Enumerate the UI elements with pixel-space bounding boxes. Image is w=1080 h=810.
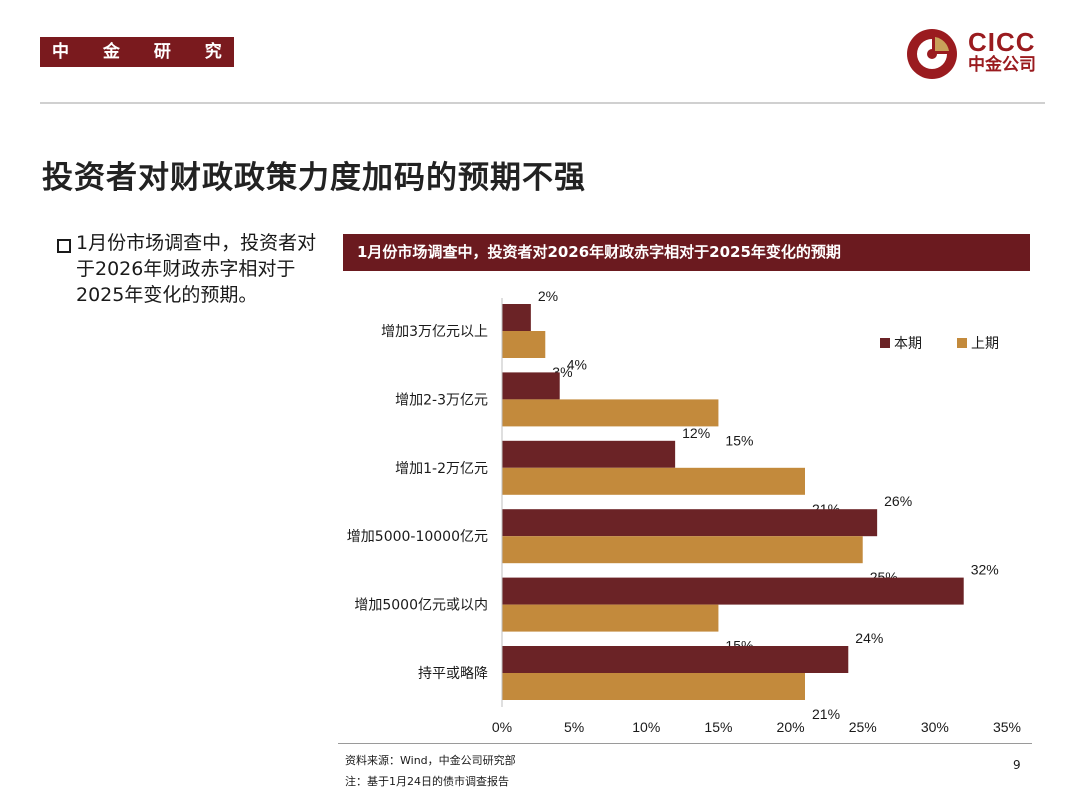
logo-text-cn: 中金公司 bbox=[968, 55, 1036, 75]
footer-divider bbox=[338, 743, 1032, 744]
legend-swatch-current bbox=[880, 338, 890, 348]
page-title: 投资者对财政政策力度加码的预期不强 bbox=[42, 160, 586, 196]
legend-swatch-previous bbox=[957, 338, 967, 348]
category-label: 增加1-2万亿元 bbox=[395, 461, 488, 477]
data-label: 26% bbox=[884, 493, 912, 509]
bar-previous bbox=[502, 604, 719, 632]
category-label: 增加2-3万亿元 bbox=[395, 392, 488, 408]
bar-current bbox=[502, 646, 849, 673]
bar-previous bbox=[502, 331, 546, 358]
header-divider bbox=[40, 102, 1045, 104]
category-label: 增加5000-10000亿元 bbox=[347, 529, 488, 545]
cicc-logo: CICC 中金公司 bbox=[906, 27, 1051, 81]
bar-previous bbox=[502, 536, 863, 564]
source-note: 资料来源：Wind，中金公司研究部 bbox=[345, 754, 516, 767]
footnote: 注：基于1月24日的债市调查报告 bbox=[345, 775, 509, 788]
bullet-square-icon bbox=[57, 239, 71, 253]
x-tick-label: 15% bbox=[704, 719, 732, 735]
data-label: 2% bbox=[538, 288, 558, 304]
data-label: 21% bbox=[812, 706, 840, 722]
legend-label: 本期 bbox=[894, 336, 922, 352]
data-label: 4% bbox=[567, 356, 587, 372]
legend-label: 上期 bbox=[971, 336, 999, 352]
bar-previous bbox=[502, 467, 805, 495]
x-tick-label: 35% bbox=[993, 719, 1021, 735]
bar-current bbox=[502, 372, 560, 400]
category-label: 增加3万亿元以上 bbox=[381, 324, 488, 340]
chart-title-bar: 1月份市场调查中，投资者对2026年财政赤字相对于2025年变化的预期 bbox=[343, 234, 1030, 271]
bullet-text: 1月份市场调查中，投资者对于2026年财政赤字相对于2025年变化的预期。 bbox=[76, 232, 317, 306]
x-tick-label: 10% bbox=[632, 719, 660, 735]
page-number: 9 bbox=[1013, 758, 1021, 772]
data-label: 12% bbox=[682, 425, 710, 441]
logo-text-en: CICC bbox=[968, 27, 1036, 57]
x-tick-label: 0% bbox=[492, 719, 512, 735]
department-label: 中 金 研 究 部 bbox=[40, 37, 273, 67]
category-label: 增加5000亿元或以内 bbox=[354, 598, 488, 614]
bar-previous bbox=[502, 673, 805, 700]
data-label: 15% bbox=[725, 432, 753, 448]
bar-current bbox=[502, 509, 878, 537]
bar-current bbox=[502, 577, 964, 605]
x-tick-label: 30% bbox=[921, 719, 949, 735]
bar-current bbox=[502, 304, 531, 331]
x-tick-label: 5% bbox=[564, 719, 584, 735]
data-label: 32% bbox=[971, 562, 999, 578]
x-tick-label: 20% bbox=[777, 719, 805, 735]
category-label: 持平或略降 bbox=[418, 666, 488, 682]
x-tick-label: 25% bbox=[849, 719, 877, 735]
bar-previous bbox=[502, 399, 719, 427]
cicc-logo-icon bbox=[907, 29, 957, 79]
bar-current bbox=[502, 440, 676, 468]
data-label: 24% bbox=[855, 630, 883, 646]
